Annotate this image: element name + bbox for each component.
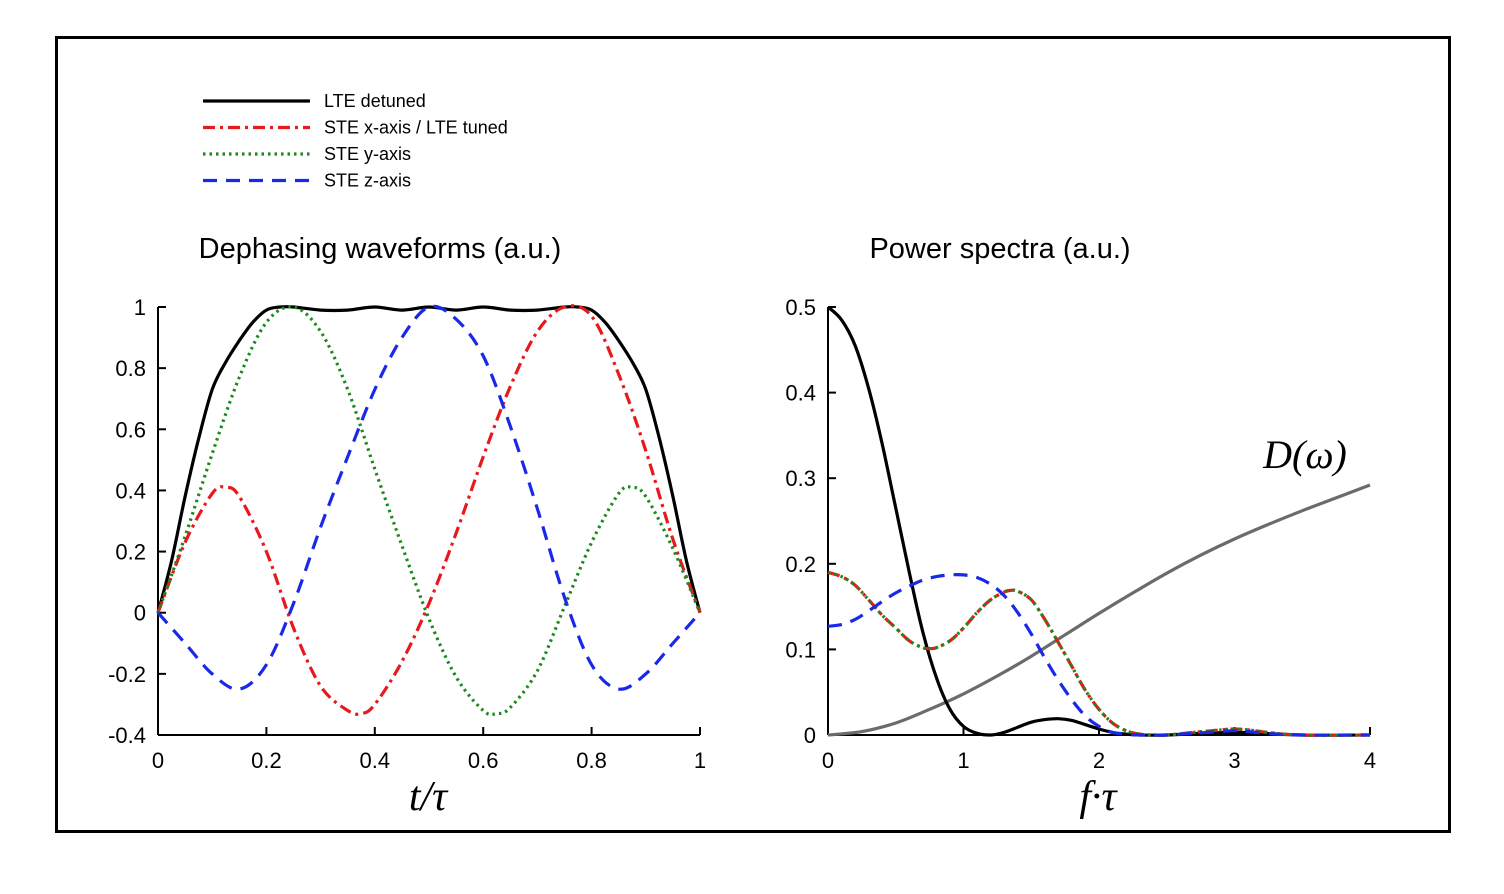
series-line-ste-y-axis — [156, 305, 702, 717]
x-tick-label: 1 — [957, 748, 969, 773]
series-line-lte-detuned — [826, 305, 1371, 737]
series-line-ste-y-axis — [827, 570, 1371, 737]
series-line-lte-detuned — [156, 305, 702, 614]
y-tick-label: 0 — [134, 601, 146, 626]
right-x-axis-label: f·τ — [1079, 774, 1118, 820]
figure-frame — [55, 36, 1451, 833]
legend: LTE detuned STE x-axis / LTE tuned STE y-a… — [203, 91, 508, 191]
x-tick-label: 0 — [822, 748, 834, 773]
series-line-d — [827, 483, 1371, 737]
d-omega-annotation: D(ω) — [1262, 432, 1347, 477]
x-tick-label: 0.2 — [251, 748, 282, 773]
y-tick-label: 0.8 — [115, 356, 146, 381]
y-tick-label: 0.1 — [785, 637, 816, 662]
left-chart-title: Dephasing waveforms (a.u.) — [199, 233, 562, 265]
x-tick-label: 1 — [694, 748, 706, 773]
right-plot-area: 0 1 2 3 4 0 0.1 0.2 0.3 0.4 0.5 — [785, 295, 1376, 773]
y-tick-label: 0.3 — [785, 466, 816, 491]
right-chart-title: Power spectra (a.u.) — [869, 233, 1130, 265]
x-tick-label: 0.8 — [576, 748, 607, 773]
x-tick-label: 0 — [152, 748, 164, 773]
y-tick-label: 0.2 — [785, 552, 816, 577]
y-tick-label: 0.2 — [115, 540, 146, 565]
y-tick-label: 0.6 — [115, 417, 146, 442]
x-tick-label: 0.6 — [468, 748, 499, 773]
y-tick-label: -0.2 — [108, 662, 146, 687]
y-tick-label: 0 — [804, 723, 816, 748]
legend-label: STE x-axis / LTE tuned — [324, 118, 508, 138]
series-line-ste-z-axis — [156, 304, 702, 691]
legend-label: LTE detuned — [324, 91, 426, 111]
x-tick-label: 0.4 — [360, 748, 391, 773]
x-tick-label: 2 — [1093, 748, 1105, 773]
left-plot-area: 0 0.2 0.4 0.6 0.8 1 -0.4 -0.2 0 0.2 0.4 0.6 0.8 1 — [108, 295, 706, 773]
y-tick-label: -0.4 — [108, 723, 146, 748]
legend-label: STE z-axis — [324, 171, 411, 191]
left-x-axis-label: t/τ — [409, 774, 449, 820]
y-tick-label: 0.4 — [785, 381, 816, 406]
legend-label: STE y-axis — [324, 144, 411, 164]
y-tick-label: 0.5 — [785, 295, 816, 320]
x-tick-label: 4 — [1364, 748, 1376, 773]
series-line-ste-z-axis — [827, 573, 1371, 737]
series-line-ste-x-axis-lte-tuned — [156, 304, 702, 716]
y-tick-label: 1 — [134, 295, 146, 320]
x-tick-label: 3 — [1228, 748, 1240, 773]
y-tick-label: 0.4 — [115, 478, 146, 503]
